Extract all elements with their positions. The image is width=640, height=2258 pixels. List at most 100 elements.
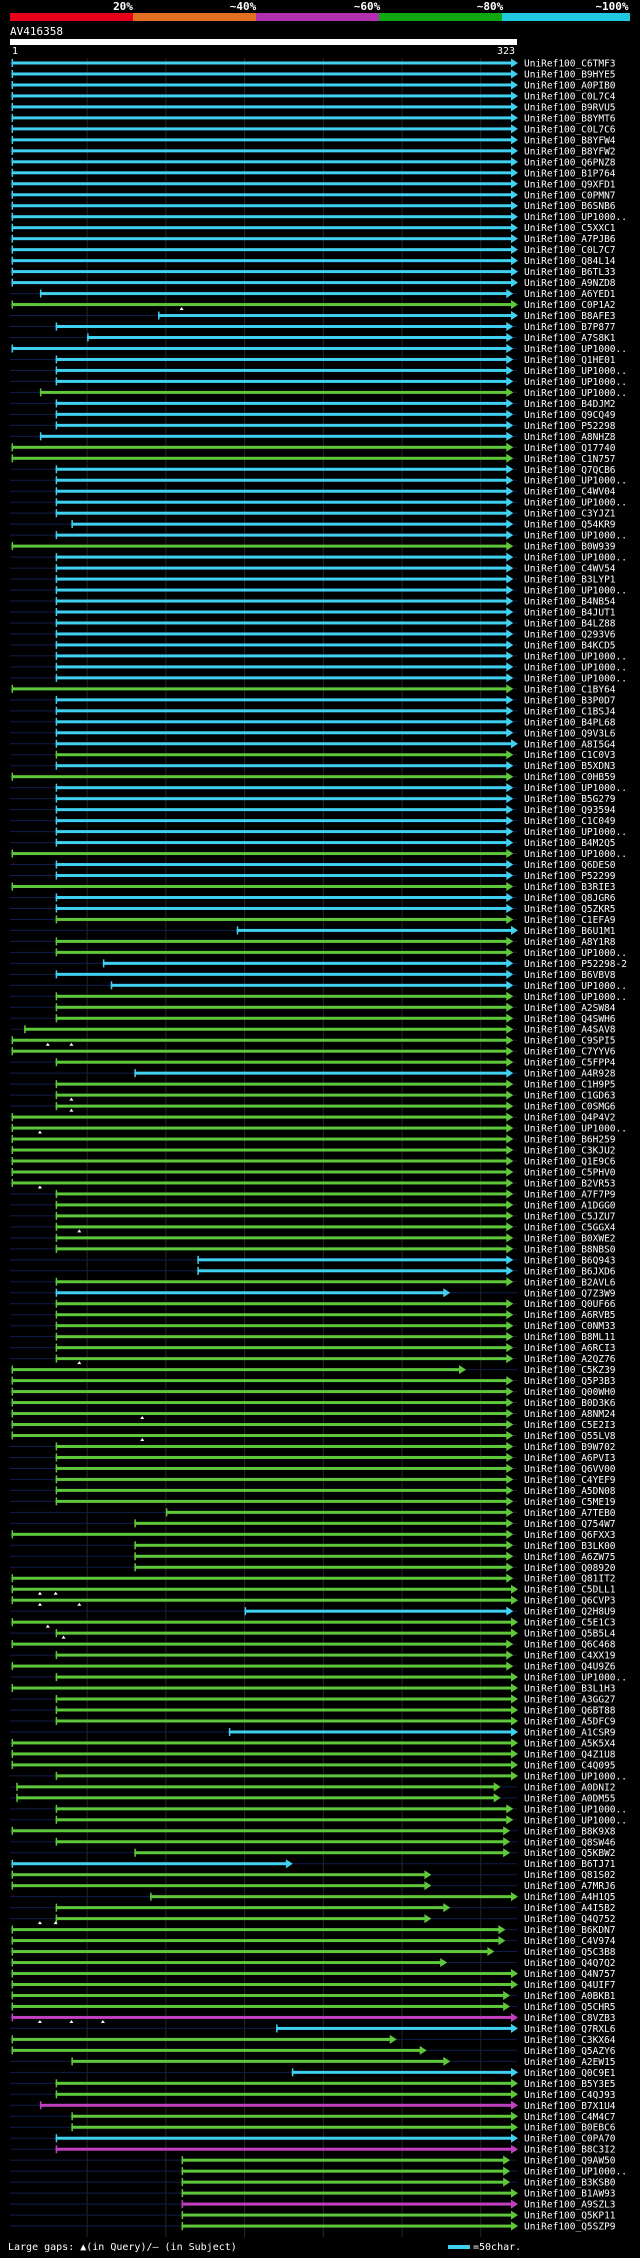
hit-row[interactable]: UniRef100_C4WV54 [10, 563, 616, 575]
hit-bar[interactable] [11, 1532, 508, 1536]
hit-bar[interactable] [11, 1181, 508, 1185]
hit-row[interactable]: UniRef100_UP1000.. [10, 365, 627, 377]
hit-row[interactable]: UniRef100_Q4N757 [10, 1969, 616, 1980]
hit-row[interactable]: UniRef100_C5E2I3 [10, 1420, 616, 1431]
hit-row[interactable]: UniRef100_UP1000.. [10, 1815, 627, 1826]
hit-row[interactable]: UniRef100_UP1000.. [10, 552, 627, 564]
hit-row[interactable]: UniRef100_C0L7C4 [10, 91, 616, 102]
hit-label[interactable]: UniRef100_Q4U9Z6 [524, 1662, 616, 1673]
hit-bar[interactable] [11, 160, 513, 164]
hit-bar[interactable] [39, 292, 508, 296]
hit-row[interactable]: UniRef100_A4SAV8 [10, 1024, 616, 1036]
hit-row[interactable]: UniRef100_B1AW93 [10, 2188, 616, 2200]
hit-row[interactable]: UniRef100_C4Q095 [10, 1760, 616, 1771]
hit-label[interactable]: UniRef100_A0BKB1 [524, 1991, 616, 2002]
hit-bar[interactable] [11, 259, 513, 263]
hit-row[interactable]: UniRef100_A0DNI2 [10, 1782, 616, 1793]
hit-label[interactable]: UniRef100_C0PMN7 [524, 190, 616, 201]
hit-bar[interactable] [11, 1170, 508, 1174]
hit-label[interactable]: UniRef100_B3KSB0 [524, 2178, 616, 2189]
hit-row[interactable]: UniRef100_Q5P3B3 [10, 1376, 616, 1387]
hit-row[interactable]: UniRef100_Q6DES0 [10, 860, 616, 871]
hit-bar[interactable] [134, 1521, 508, 1525]
hit-row[interactable]: UniRef100_B4LZ88 [10, 618, 616, 629]
hit-bar[interactable] [150, 1895, 512, 1899]
hit-row[interactable]: UniRef100_Q0C9E1 [10, 2067, 616, 2079]
hit-label[interactable]: UniRef100_B6KDN7 [524, 1925, 616, 1936]
hit-label[interactable]: UniRef100_Q4N757 [524, 1969, 616, 1980]
hit-row[interactable]: UniRef100_Q293V6 [10, 629, 616, 640]
hit-bar[interactable] [11, 1126, 508, 1130]
hit-bar[interactable] [11, 1928, 500, 1932]
hit-label[interactable]: UniRef100_Q0UF66 [524, 1299, 616, 1310]
hit-bar[interactable] [55, 577, 508, 581]
hit-label[interactable]: UniRef100_UP1000.. [524, 1815, 627, 1826]
hit-label[interactable]: UniRef100_Q6DES0 [524, 860, 616, 871]
hit-row[interactable]: UniRef100_Q8SW46 [10, 1837, 616, 1848]
hit-label[interactable]: UniRef100_B8K9X8 [524, 1826, 616, 1837]
hit-bar[interactable] [134, 1543, 508, 1547]
hit-label[interactable]: UniRef100_B3LYP1 [524, 575, 616, 586]
hit-row[interactable]: UniRef100_C5ME19 [10, 1496, 616, 1508]
hit-bar[interactable] [181, 2158, 505, 2162]
hit-bar[interactable] [165, 1510, 508, 1514]
hit-bar[interactable] [236, 928, 513, 932]
hit-label[interactable]: UniRef100_C1BY64 [524, 684, 616, 695]
hit-label[interactable]: UniRef100_Q81IT2 [524, 1574, 616, 1585]
hit-bar[interactable] [11, 116, 513, 120]
hit-bar[interactable] [55, 1477, 508, 1481]
hit-bar[interactable] [55, 808, 508, 812]
hit-label[interactable]: UniRef100_B8YFW4 [524, 135, 616, 146]
hit-row[interactable]: UniRef100_C5JZU7 [10, 1211, 616, 1222]
hit-bar[interactable] [55, 621, 508, 625]
hit-label[interactable]: UniRef100_UP1000.. [524, 849, 627, 860]
hit-row[interactable]: UniRef100_Q6BT88 [10, 1705, 616, 1717]
hit-label[interactable]: UniRef100_B3L1H3 [524, 1684, 616, 1695]
hit-row[interactable]: UniRef100_B2AVL6 [10, 1277, 616, 1288]
hit-row[interactable]: UniRef100_B4KCD5 [10, 640, 616, 651]
hit-row[interactable]: UniRef100_Q4Q7Q2 [10, 1958, 616, 1969]
hit-row[interactable]: UniRef100_C5PHV0 [10, 1167, 616, 1178]
hit-bar[interactable] [11, 775, 508, 779]
hit-bar[interactable] [11, 270, 513, 274]
hit-bar[interactable] [134, 1565, 508, 1569]
hit-row[interactable]: UniRef100_A6RCI3 [10, 1343, 616, 1354]
hit-row[interactable]: UniRef100_Q6CVP3 [10, 1595, 616, 1607]
hit-label[interactable]: UniRef100_A1DGG0 [524, 1200, 616, 1211]
hit-bar[interactable] [11, 1434, 508, 1437]
hit-bar[interactable] [55, 698, 508, 702]
hit-label[interactable]: UniRef100_B6SNB6 [524, 201, 616, 212]
hit-bar[interactable] [11, 1829, 505, 1833]
hit-bar[interactable] [55, 1631, 512, 1635]
hit-bar[interactable] [55, 401, 508, 405]
hit-row[interactable]: UniRef100_C1N757 [10, 453, 616, 465]
hit-label[interactable]: UniRef100_C4Q095 [524, 1760, 616, 1771]
hit-row[interactable]: UniRef100_UP1000.. [10, 585, 627, 597]
hit-label[interactable]: UniRef100_UP1000.. [524, 388, 627, 399]
hit-label[interactable]: UniRef100_A2QZ76 [524, 1354, 616, 1365]
hit-label[interactable]: UniRef100_Q81S02 [524, 1870, 616, 1881]
hit-bar[interactable] [181, 2180, 505, 2184]
hit-bar[interactable] [11, 226, 513, 230]
hit-label[interactable]: UniRef100_C5KZ39 [524, 1365, 616, 1376]
hit-row[interactable]: UniRef100_Q5SZP9 [10, 2221, 616, 2233]
hit-row[interactable]: UniRef100_B0W939 [10, 541, 616, 553]
hit-label[interactable]: UniRef100_Q17740 [524, 443, 616, 454]
hit-label[interactable]: UniRef100_Q0C9E1 [524, 2068, 616, 2079]
hit-bar[interactable] [55, 1906, 445, 1910]
hit-label[interactable]: UniRef100_B0XWE2 [524, 1233, 616, 1244]
hit-row[interactable]: UniRef100_A8NHZ8 [10, 431, 616, 443]
hit-label[interactable]: UniRef100_B8NBS0 [524, 1244, 616, 1255]
hit-bar[interactable] [102, 961, 508, 965]
hit-bar[interactable] [291, 2070, 512, 2074]
hit-label[interactable]: UniRef100_C0PA70 [524, 2134, 616, 2145]
hit-row[interactable]: UniRef100_P52298-2 [10, 958, 627, 970]
hit-label[interactable]: UniRef100_Q5KBW2 [524, 1848, 616, 1859]
hit-label[interactable]: UniRef100_B6Q943 [524, 1255, 616, 1266]
hit-bar[interactable] [55, 357, 508, 361]
hit-label[interactable]: UniRef100_B8ML11 [524, 1332, 616, 1343]
hit-label[interactable]: UniRef100_A6PVI3 [524, 1453, 616, 1464]
hit-label[interactable]: UniRef100_Q55LV8 [524, 1431, 616, 1442]
hit-label[interactable]: UniRef100_P52298-2 [524, 959, 627, 970]
hit-label[interactable]: UniRef100_A7F7P9 [524, 1189, 616, 1200]
